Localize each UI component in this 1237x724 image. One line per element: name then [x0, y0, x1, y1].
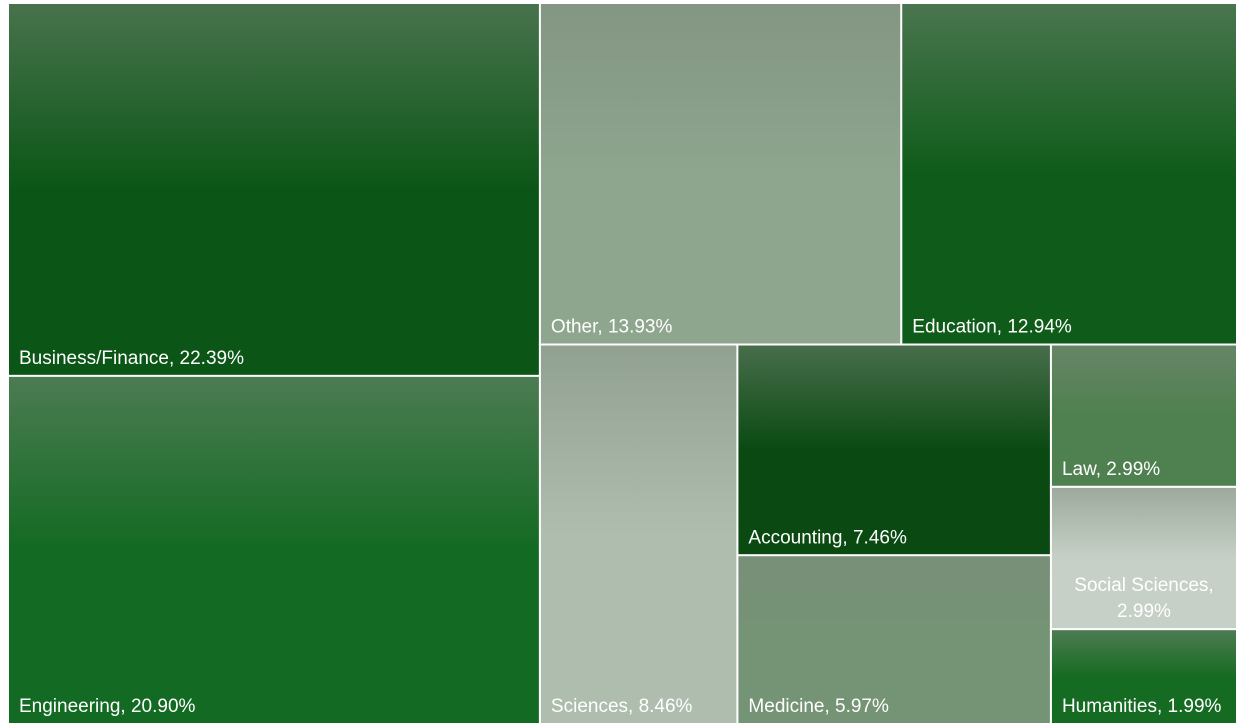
tile-label: Business/Finance, 22.39%	[19, 348, 244, 369]
tile: Engineering, 20.90%	[7, 374, 541, 724]
tile-shade	[738, 345, 1050, 555]
tile-label: Education, 12.94%	[912, 316, 1072, 337]
tile-label: Sciences, 8.46%	[551, 696, 693, 717]
tile: Business/Finance, 22.39%	[7, 2, 541, 377]
tile: Other, 13.93%	[538, 2, 903, 346]
tile-shade	[1051, 630, 1236, 723]
tile: Medicine, 5.97%	[736, 554, 1052, 724]
tile: Law, 2.99%	[1049, 343, 1237, 488]
tile: Sciences, 8.46%	[538, 343, 739, 724]
tile: Humanities, 1.99%	[1049, 628, 1237, 724]
tile-label: Medicine, 5.97%	[748, 696, 889, 717]
tile-label: Law, 2.99%	[1062, 459, 1160, 480]
tile: Social Sciences, 2.99%	[1049, 485, 1237, 631]
tile-shade	[1051, 345, 1236, 486]
tile-shade	[1051, 487, 1236, 629]
tile: Education, 12.94%	[900, 2, 1237, 346]
tile-shade	[902, 4, 1236, 344]
tile-label: Social Sciences, 2.99%	[1074, 575, 1213, 622]
tile-shade	[9, 4, 539, 375]
tile-shade	[738, 556, 1050, 723]
tile-label: Humanities, 1.99%	[1062, 696, 1222, 717]
tile-label: Other, 13.93%	[551, 316, 673, 337]
tile-label: Accounting, 7.46%	[748, 527, 907, 548]
tile-label: Engineering, 20.90%	[19, 696, 196, 717]
tile-shade	[540, 345, 737, 723]
tile-shade	[540, 4, 901, 344]
tile: Accounting, 7.46%	[736, 343, 1052, 557]
tile-shade	[9, 376, 539, 723]
